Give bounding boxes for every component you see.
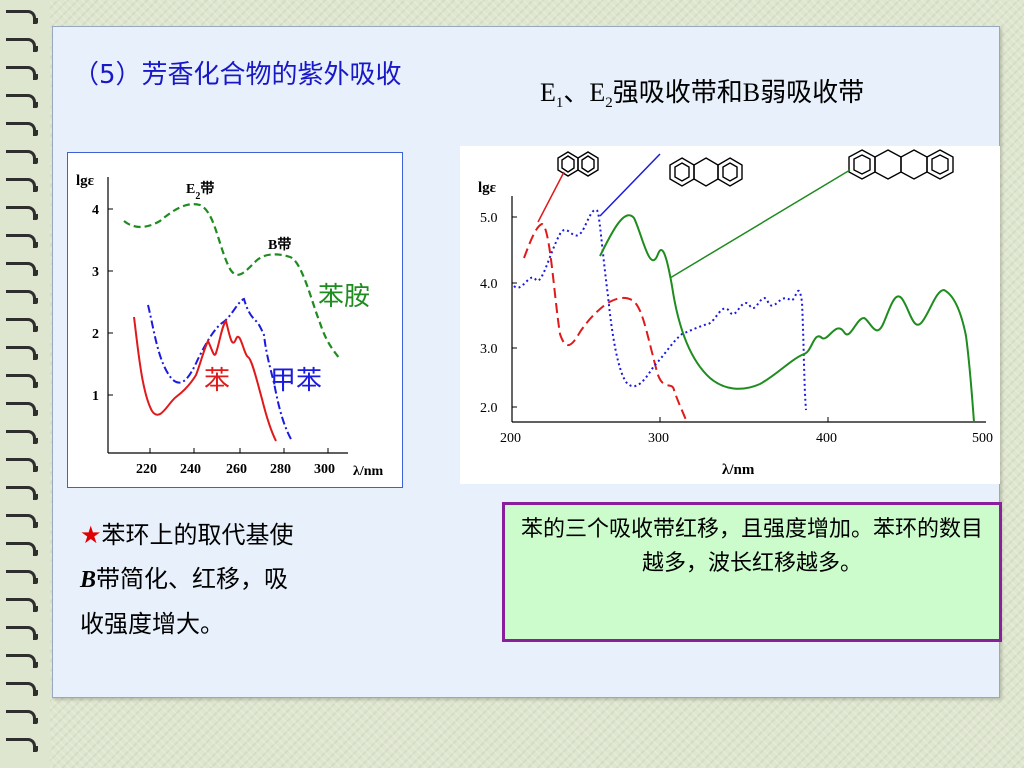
x-tick-label: 240 — [180, 462, 201, 477]
tetracene-curve — [599, 214, 975, 423]
y-tick-label: 5.0 — [480, 211, 498, 226]
left-note-line3: 收强度增大。 — [80, 610, 224, 638]
benzene-curve — [133, 316, 277, 442]
binding-ring — [6, 38, 38, 52]
binding-ring — [6, 178, 38, 192]
binding-ring — [6, 514, 38, 528]
x-tick-label: 260 — [226, 462, 247, 477]
binding-ring — [6, 150, 38, 164]
naphthalene-pointer — [537, 171, 565, 223]
subtitle-e2-sub: 2 — [605, 95, 613, 112]
binding-ring — [6, 318, 38, 332]
binding-ring — [6, 486, 38, 500]
y-axis-label: lgε — [76, 173, 95, 189]
y-tick-label: 1 — [92, 389, 99, 404]
subtitle-e1-sub: 1 — [555, 95, 564, 112]
binding-ring — [6, 206, 38, 220]
x-tick-label: 500 — [972, 431, 993, 446]
y-tick-label: 3.0 — [480, 342, 498, 357]
left-note: ★苯环上的取代基使 B带简化、红移，吸 收强度增大。 — [80, 513, 400, 646]
y-tick-label: 2 — [92, 327, 99, 342]
right-uv-chart: lgε λ/nm 5.0 4.0 3.0 2.0 200 300 400 500 — [460, 146, 1000, 484]
x-tick-label: 400 — [816, 431, 837, 446]
binding-ring — [6, 402, 38, 416]
band-b-label: B带 — [268, 237, 291, 253]
x-tick-label: 200 — [500, 431, 521, 446]
binding-ring — [6, 290, 38, 304]
band-e2-label: E2带 — [186, 181, 214, 202]
binding-ring — [6, 122, 38, 136]
subtitle-e2: E — [589, 78, 606, 107]
slide-title: （5）芳香化合物的紫外吸收 — [73, 60, 402, 90]
y-tick-label: 4.0 — [480, 277, 498, 292]
tetracene-pointer — [669, 169, 851, 279]
summary-box: 苯的三个吸收带红移，且强度增加。苯环的数目越多，波长红移越多。 — [502, 502, 1002, 642]
binding-ring — [6, 430, 38, 444]
left-uv-chart: lgε λ/nm 4 3 2 1 220 240 260 280 300 E2带… — [67, 152, 403, 488]
x-tick-label: 220 — [136, 462, 157, 477]
left-note-line2: 带简化、红移，吸 — [96, 565, 289, 593]
left-chart-svg: lgε λ/nm 4 3 2 1 220 240 260 280 300 E2带… — [76, 173, 384, 479]
binding-ring — [6, 66, 38, 80]
binding-ring — [6, 458, 38, 472]
left-note-line1: 苯环上的取代基使 — [101, 521, 294, 549]
spiral-binding — [0, 0, 50, 768]
binding-ring — [6, 570, 38, 584]
binding-ring — [6, 262, 38, 276]
subtitle-sep: 、 — [563, 78, 590, 107]
x-axis-label: λ/nm — [353, 464, 384, 479]
y-tick-label: 4 — [92, 203, 99, 218]
binding-ring — [6, 738, 38, 752]
anthracene-pointer — [599, 153, 661, 217]
binding-ring — [6, 374, 38, 388]
left-note-b: B — [80, 567, 97, 593]
binding-ring — [6, 94, 38, 108]
binding-ring — [6, 10, 38, 24]
y-tick-label: 2.0 — [480, 401, 498, 416]
y-tick-label: 3 — [92, 265, 99, 280]
subtitle-rest: 强吸收带和B弱吸收带 — [612, 78, 865, 107]
anthracene-curve — [513, 209, 807, 411]
aniline-curve — [123, 203, 341, 360]
tetracene-structure — [848, 149, 954, 180]
binding-ring — [6, 710, 38, 724]
binding-ring — [6, 626, 38, 640]
x-tick-label: 300 — [314, 462, 335, 477]
benzene-label: 苯 — [204, 366, 230, 395]
binding-ring — [6, 234, 38, 248]
star-icon: ★ — [80, 521, 102, 549]
x-tick-label: 280 — [270, 462, 291, 477]
anthracene-structure — [669, 157, 743, 187]
y-axis-label: lgε — [478, 180, 497, 196]
slide-subtitle: E1、E2强吸收带和B弱吸收带 — [540, 72, 864, 112]
binding-ring — [6, 598, 38, 612]
binding-ring — [6, 682, 38, 696]
toluene-label: 甲苯 — [270, 366, 322, 395]
toluene-curve — [147, 297, 293, 442]
binding-ring — [6, 346, 38, 360]
subtitle-e1: E — [540, 78, 556, 107]
naphthalene-structure — [557, 151, 599, 177]
aniline-label: 苯胺 — [318, 282, 370, 311]
binding-ring — [6, 654, 38, 668]
binding-ring — [6, 542, 38, 556]
x-tick-label: 300 — [648, 431, 669, 446]
naphthalene-curve — [523, 222, 687, 421]
right-chart-svg: lgε λ/nm 5.0 4.0 3.0 2.0 200 300 400 500 — [478, 149, 993, 478]
x-axis-label: λ/nm — [722, 462, 755, 478]
